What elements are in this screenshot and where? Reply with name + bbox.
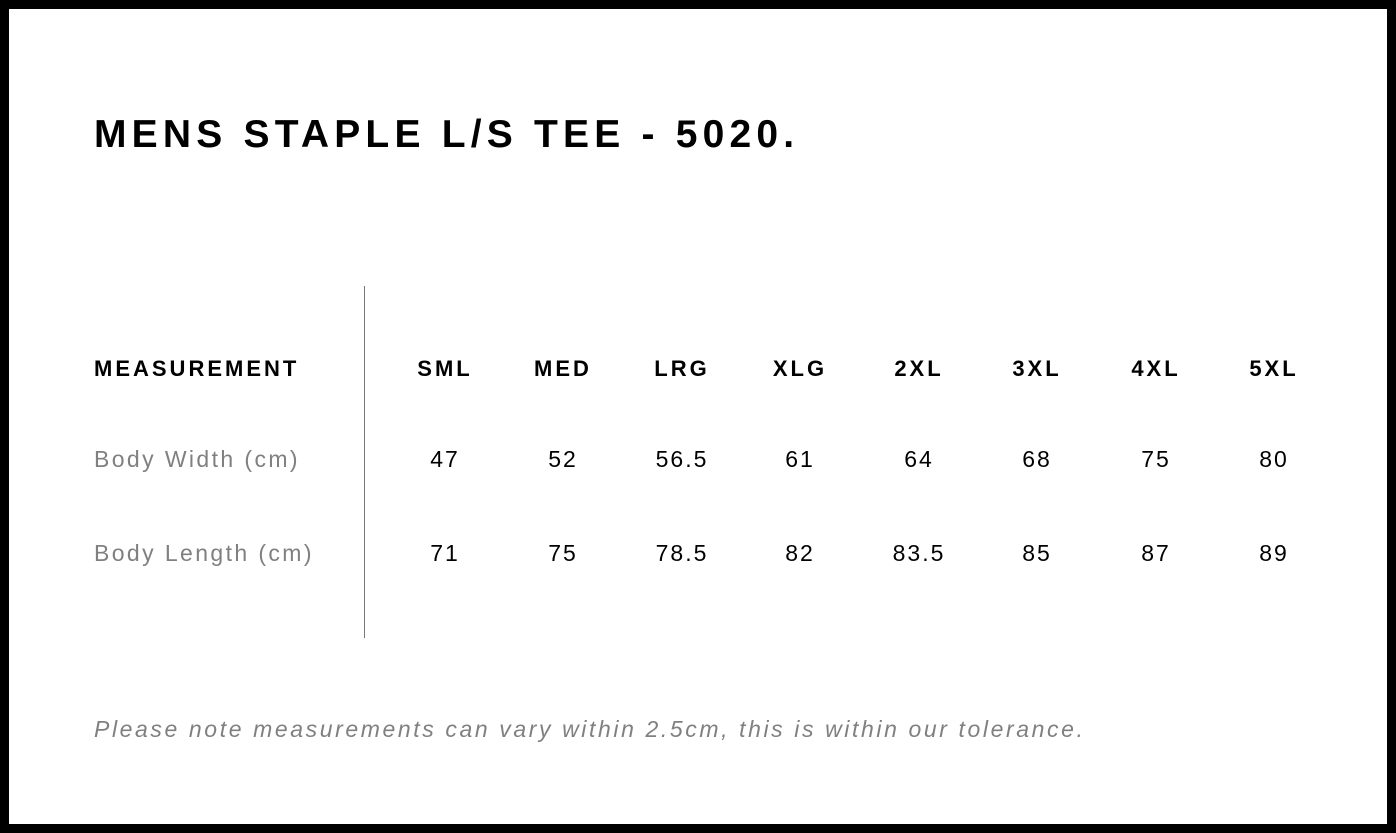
table-cell: 75 (1141, 446, 1171, 472)
size-header-2xl: 2XL (894, 356, 944, 381)
column-divider (364, 286, 365, 638)
size-header-med: MED (534, 356, 592, 381)
size-header-xlg: XLG (772, 356, 828, 381)
size-chart-card: MENS STAPLE L/S TEE - 5020. MEASUREMENT … (9, 9, 1387, 824)
size-header-lrg: LRG (654, 356, 710, 381)
table-row: Body Width (cm) 47 52 56.5 61 64 68 75 80 (9, 446, 1387, 476)
table-cell: 75 (548, 540, 578, 566)
table-cell: 78.5 (655, 540, 709, 566)
table-cell: 71 (430, 540, 460, 566)
table-cell: 52 (548, 446, 578, 472)
page-title: MENS STAPLE L/S TEE - 5020. (94, 113, 800, 156)
tolerance-note: Please note measurements can vary within… (94, 716, 1086, 742)
measurement-header: MEASUREMENT (94, 356, 300, 381)
row-label: Body Length (cm) (94, 540, 314, 566)
table-cell: 61 (785, 446, 815, 472)
table-cell: 85 (1022, 540, 1052, 566)
size-header-4xl: 4XL (1131, 356, 1181, 381)
table-cell: 68 (1022, 446, 1052, 472)
table-cell: 64 (904, 446, 934, 472)
table-cell: 89 (1259, 540, 1289, 566)
table-cell: 56.5 (655, 446, 709, 472)
size-header-sml: SML (417, 356, 473, 381)
table-cell: 87 (1141, 540, 1171, 566)
table-cell: 83.5 (892, 540, 946, 566)
table-row: Body Length (cm) 71 75 78.5 82 83.5 85 87 89 (9, 540, 1387, 570)
size-header-5xl: 5XL (1249, 356, 1299, 381)
row-label: Body Width (cm) (94, 446, 300, 472)
table-cell: 80 (1259, 446, 1289, 472)
table-cell: 47 (430, 446, 460, 472)
table-header-row: MEASUREMENT SML MED LRG XLG 2XL 3XL 4XL 5XL (9, 356, 1387, 386)
table-cell: 82 (785, 540, 815, 566)
size-header-3xl: 3XL (1012, 356, 1062, 381)
